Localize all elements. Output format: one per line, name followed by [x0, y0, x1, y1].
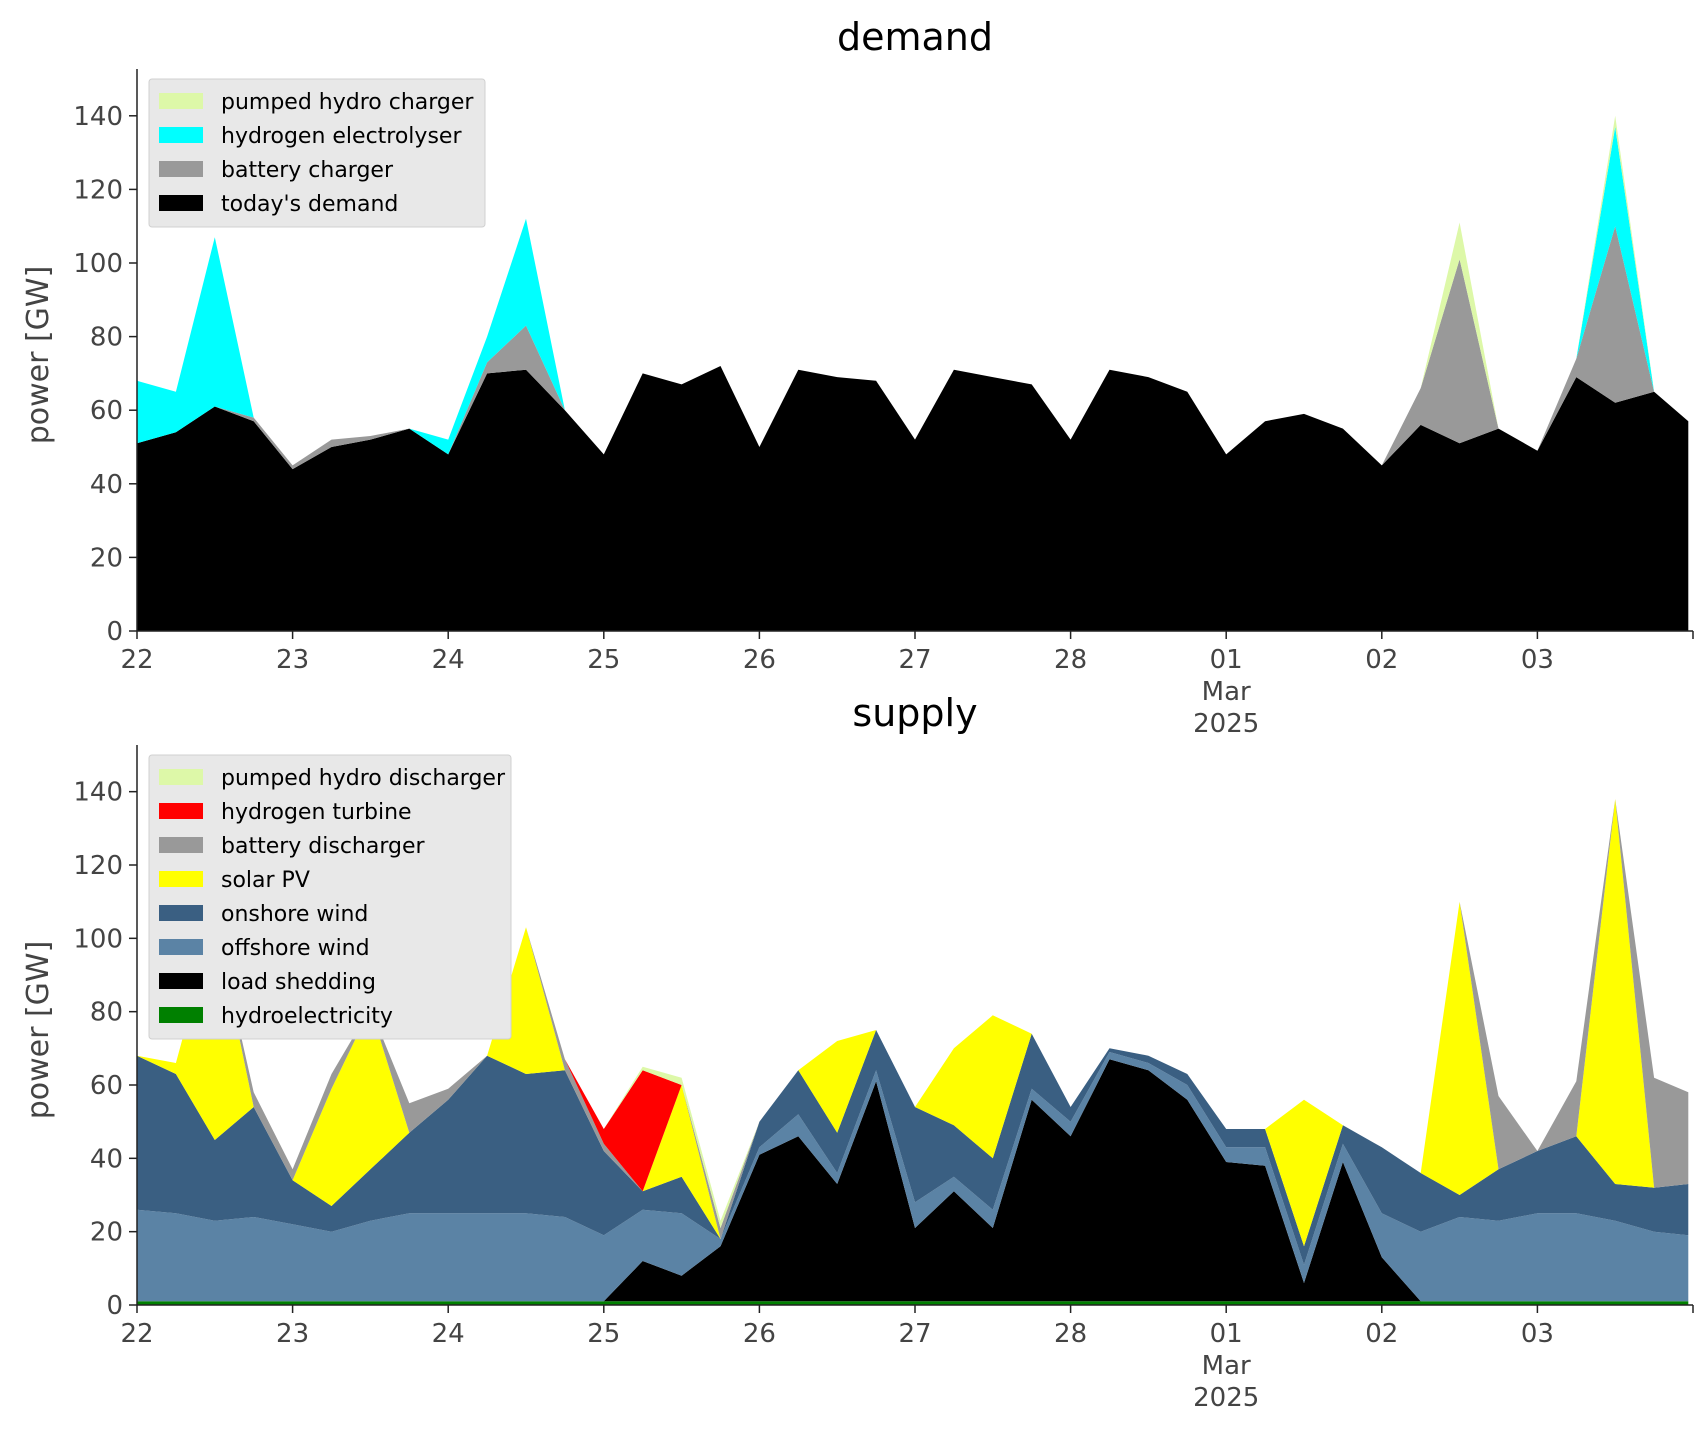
y-tick-label: 140 [73, 778, 123, 808]
y-tick-label: 40 [90, 1144, 123, 1174]
x-tick-label: 25 [587, 1319, 620, 1349]
legend-swatch-battery-discharger [159, 837, 203, 853]
x-tick-sublabel: 2025 [1193, 709, 1259, 739]
area-hydroelectricity [137, 1301, 1689, 1305]
legend-label-pumped-hydro-discharger: pumped hydro discharger [221, 766, 506, 791]
legend-label-load-shedding: load shedding [221, 970, 376, 995]
x-tick-label: 02 [1365, 1319, 1398, 1349]
legend-swatch-load-shedding [159, 973, 203, 989]
y-tick-label: 20 [90, 543, 123, 573]
x-tick-label: 03 [1521, 1319, 1554, 1349]
x-tick-label: 27 [898, 645, 931, 675]
area-today-s-demand [137, 366, 1689, 631]
x-tick-label: 26 [743, 1319, 776, 1349]
x-tick-label: 02 [1365, 645, 1398, 675]
legend-swatch-battery-charger [159, 161, 203, 177]
y-tick-label: 80 [90, 998, 123, 1028]
y-tick-label: 100 [73, 249, 123, 279]
x-tick-label: 27 [898, 1319, 931, 1349]
legend-box [148, 78, 486, 228]
legend-label-solar-pv: solar PV [221, 868, 310, 893]
legend-label-hydrogen-electrolyser: hydrogen electrolyser [221, 124, 462, 149]
x-tick-sublabel: Mar [1202, 1351, 1251, 1381]
area-offshore-wind [137, 1052, 1689, 1302]
chart-title: demand [837, 15, 993, 59]
area-onshore-wind [137, 1030, 1689, 1265]
x-tick-label: 01 [1210, 1319, 1243, 1349]
area-load-shedding [137, 1059, 1689, 1302]
legend-box [148, 754, 512, 1040]
legend-swatch-onshore-wind [159, 905, 203, 921]
area-series-group [137, 799, 1689, 1305]
legend: pumped hydro charger hydrogen electrolyse… [148, 78, 486, 228]
legend-label-battery-discharger: battery discharger [221, 834, 426, 859]
x-tick-label: 22 [120, 645, 153, 675]
legend-label-battery-charger: battery charger [221, 158, 394, 183]
y-tick-label: 60 [90, 1071, 123, 1101]
y-tick-label: 120 [73, 175, 123, 205]
y-tick-label: 40 [90, 470, 123, 500]
legend-swatch-hydrogen-electrolyser [159, 127, 203, 143]
legend-swatch-solar-pv [159, 871, 203, 887]
legend-label-today-s-demand: today's demand [221, 192, 398, 217]
legend-label-pumped-hydro-charger: pumped hydro charger [221, 90, 474, 115]
legend-swatch-offshore-wind [159, 939, 203, 955]
y-tick-label: 60 [90, 396, 123, 426]
x-tick-label: 23 [276, 1319, 309, 1349]
x-tick-label: 24 [432, 1319, 465, 1349]
x-tick-label: 22 [120, 1319, 153, 1349]
x-tick-label: 01 [1210, 645, 1243, 675]
x-tick-label: 28 [1054, 645, 1087, 675]
y-tick-label: 0 [106, 1291, 123, 1321]
legend-label-hydrogen-turbine: hydrogen turbine [221, 800, 412, 825]
legend-swatch-pumped-hydro-charger [159, 93, 203, 109]
legend-label-onshore-wind: onshore wind [221, 902, 368, 927]
x-tick-label: 23 [276, 645, 309, 675]
y-tick-label: 80 [90, 323, 123, 353]
y-tick-label: 20 [90, 1218, 123, 1248]
legend-swatch-hydroelectricity [159, 1007, 203, 1023]
x-tick-label: 26 [743, 645, 776, 675]
x-tick-sublabel: Mar [1202, 677, 1251, 707]
x-tick-label: 03 [1521, 645, 1554, 675]
x-tick-label: 24 [432, 645, 465, 675]
area-solar-pv [137, 799, 1689, 1247]
y-axis-label: power [GW] [21, 266, 56, 445]
chart-title: supply [852, 691, 977, 735]
x-tick-label: 28 [1054, 1319, 1087, 1349]
x-tick-sublabel: 2025 [1193, 1383, 1259, 1413]
y-tick-label: 120 [73, 851, 123, 881]
y-tick-label: 100 [73, 924, 123, 954]
legend-label-offshore-wind: offshore wind [221, 936, 370, 961]
legend-swatch-pumped-hydro-discharger [159, 769, 203, 785]
y-axis-label: power [GW] [21, 941, 56, 1120]
legend-label-hydroelectricity: hydroelectricity [221, 1004, 393, 1029]
y-tick-label: 140 [73, 102, 123, 132]
legend-swatch-today-s-demand [159, 195, 203, 211]
x-tick-label: 25 [587, 645, 620, 675]
legend-swatch-hydrogen-turbine [159, 803, 203, 819]
legend: pumped hydro discharger hydrogen turbine b… [148, 754, 512, 1040]
y-tick-label: 0 [106, 617, 123, 647]
area-series-group [137, 115, 1689, 631]
